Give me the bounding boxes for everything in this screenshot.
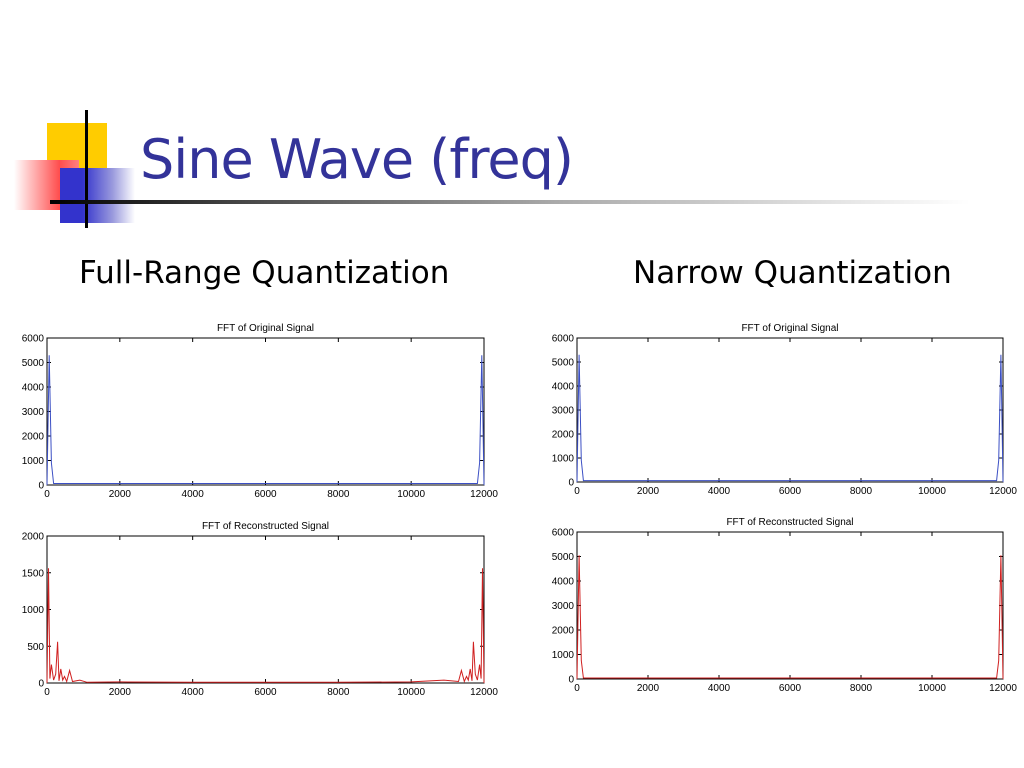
y-tick-label: 500 [27, 642, 44, 653]
y-tick-label: 0 [568, 478, 574, 489]
x-tick-label: 8000 [850, 683, 873, 694]
chart-left-top: FFT of Original Signal 0 2000 4000 6000 8000 1… [22, 323, 499, 500]
slide-title: Sine Wave (freq) [140, 128, 574, 191]
x-tick-label: 0 [574, 486, 580, 497]
plot-frame [576, 531, 1004, 680]
y-tick-label: 4000 [552, 382, 575, 393]
series-line-reconstructed [46, 568, 485, 684]
x-tick-label: 2000 [109, 687, 132, 698]
x-tick-label: 2000 [637, 486, 660, 497]
x-tick-label: 4000 [708, 683, 731, 694]
x-tick-label: 6000 [254, 489, 277, 500]
y-tick-label: 5000 [552, 552, 575, 563]
x-tick-label: 4000 [182, 687, 205, 698]
y-tick-label: 3000 [552, 406, 575, 417]
y-tick-label: 2000 [552, 626, 575, 637]
plot-left-top: FFT of Original Signal 0 2000 4000 6000 8000 1… [10, 318, 505, 503]
chart-right-top: FFT of Original Signal 0 2000 4000 6000 8000 1… [552, 323, 1018, 497]
chart-right-bottom: FFT of Reconstructed Signal 0 2000 4000 6000… [552, 517, 1018, 694]
y-tick-label: 5000 [22, 358, 45, 369]
x-tick-label: 10000 [397, 489, 425, 500]
series-line-reconstructed [576, 555, 1004, 680]
y-tick-label: 1000 [22, 605, 45, 616]
y-tick-label: 1500 [22, 568, 45, 579]
x-tick-label: 12000 [470, 687, 498, 698]
left-heading: Full-Range Quantization [79, 255, 450, 291]
decorative-logo [0, 110, 140, 230]
x-tick-label: 0 [44, 489, 50, 500]
y-tick-label: 3000 [22, 407, 45, 418]
y-tick-label: 6000 [552, 528, 575, 539]
y-tick-label: 0 [38, 481, 44, 492]
x-tick-label: 4000 [182, 489, 205, 500]
blue-gradient-square [60, 168, 135, 223]
x-tick-label: 6000 [779, 683, 802, 694]
chart-title: FFT of Original Signal [741, 323, 838, 334]
plot-frame [46, 337, 485, 486]
x-tick-label: 2000 [109, 489, 132, 500]
y-tick-label: 5000 [552, 358, 575, 369]
x-tick-label: 10000 [918, 683, 946, 694]
plot-frame [46, 535, 485, 684]
y-tick-label: 1000 [552, 454, 575, 465]
x-tick-label: 2000 [637, 683, 660, 694]
chart-left-bottom: FFT of Reconstructed Signal 0 2000 4000 6000… [22, 521, 499, 698]
x-tick-label: 12000 [989, 683, 1017, 694]
right-heading: Narrow Quantization [633, 255, 952, 291]
x-tick-label: 0 [44, 687, 50, 698]
vertical-line [85, 110, 88, 228]
x-tick-label: 0 [574, 683, 580, 694]
y-tick-label: 6000 [22, 334, 45, 345]
plot-right-top: FFT of Original Signal 0 2000 4000 6000 8000 1… [540, 318, 1024, 500]
x-tick-label: 4000 [708, 486, 731, 497]
y-tick-label: 4000 [552, 577, 575, 588]
chart-title: FFT of Original Signal [217, 323, 314, 334]
x-tick-label: 10000 [397, 687, 425, 698]
x-tick-label: 12000 [989, 486, 1017, 497]
series-line-original [46, 355, 485, 486]
y-tick-label: 2000 [552, 430, 575, 441]
x-tick-label: 10000 [918, 486, 946, 497]
title-underline [50, 200, 970, 204]
x-tick-label: 8000 [327, 489, 350, 500]
chart-title: FFT of Reconstructed Signal [202, 521, 329, 532]
x-tick-label: 8000 [327, 687, 350, 698]
x-tick-label: 6000 [254, 687, 277, 698]
y-tick-label: 3000 [552, 601, 575, 612]
y-tick-label: 1000 [552, 650, 575, 661]
series-line-original [576, 354, 1004, 483]
y-tick-label: 4000 [22, 383, 45, 394]
chart-title: FFT of Reconstructed Signal [726, 517, 853, 528]
y-tick-label: 0 [568, 675, 574, 686]
x-tick-label: 6000 [779, 486, 802, 497]
y-tick-label: 6000 [552, 334, 575, 345]
x-tick-label: 8000 [850, 486, 873, 497]
y-tick-label: 2000 [22, 432, 45, 443]
x-tick-label: 12000 [470, 489, 498, 500]
plot-right-bottom: FFT of Reconstructed Signal 0 2000 4000 6000… [540, 512, 1024, 697]
plot-frame [576, 337, 1004, 483]
y-tick-label: 0 [38, 679, 44, 690]
y-tick-label: 2000 [22, 532, 45, 543]
plot-left-bottom: FFT of Reconstructed Signal 0 2000 4000 6000… [10, 516, 505, 701]
y-tick-label: 1000 [22, 456, 45, 467]
